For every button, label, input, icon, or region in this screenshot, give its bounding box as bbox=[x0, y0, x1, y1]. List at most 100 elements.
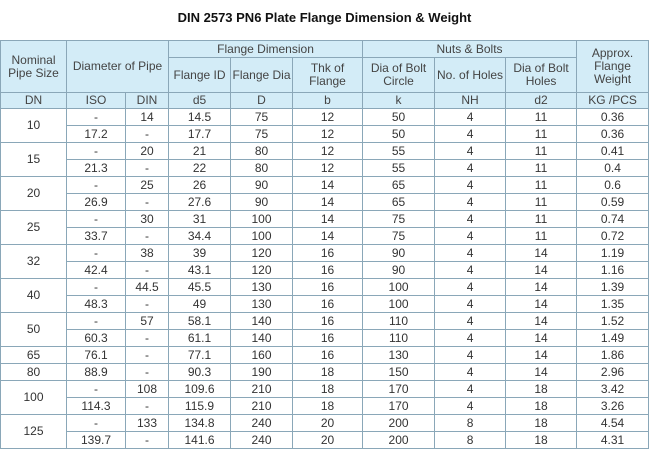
data-cell: 1.35 bbox=[576, 295, 649, 313]
data-cell: 14 bbox=[125, 108, 169, 126]
table-row: 80 88.9-90.3 190 18 150 4 14 2.96 bbox=[0, 363, 649, 381]
data-cell: 17.2 bbox=[66, 125, 126, 143]
data-cell: 21 bbox=[168, 142, 231, 160]
flange-table: Nominal Pipe Size Diameter of Pipe Flang… bbox=[0, 40, 649, 449]
data-cell: 76.1 bbox=[66, 346, 126, 364]
data-cell: 38 bbox=[125, 244, 169, 262]
unit-cell: d2 bbox=[505, 92, 578, 109]
header-cell: Diameter of Pipe bbox=[66, 40, 169, 93]
data-cell: 0.36 bbox=[576, 125, 649, 143]
table-row: 40-44.5 45.5 130 16 100 4 14 1.39 bbox=[0, 278, 649, 313]
data-cell: 100 bbox=[362, 278, 436, 296]
dn-cell: 50 bbox=[0, 312, 67, 347]
data-cell: - bbox=[66, 210, 126, 228]
data-cell: 190 bbox=[230, 363, 293, 381]
table-row: 60.3-61.1 140 16 110 4 14 1.49 bbox=[1, 329, 649, 347]
data-cell: 65 bbox=[362, 193, 436, 211]
data-cell: - bbox=[125, 363, 169, 381]
data-cell: 11 bbox=[505, 108, 578, 126]
data-cell: 49 bbox=[168, 295, 231, 313]
data-cell: 200 bbox=[362, 431, 436, 449]
data-cell: 12 bbox=[291, 159, 364, 177]
data-cell: 20 bbox=[291, 414, 364, 432]
data-cell: 60.3 bbox=[66, 329, 126, 347]
data-cell: 61.1 bbox=[168, 329, 231, 347]
data-cell: 4 bbox=[434, 159, 507, 177]
unit-cell: KG /PCS bbox=[576, 92, 649, 109]
data-cell: 11 bbox=[505, 210, 578, 228]
data-cell: 12 bbox=[291, 108, 364, 126]
data-cell: 114.3 bbox=[66, 397, 126, 415]
data-cell: 45.5 bbox=[168, 278, 231, 296]
data-cell: 43.1 bbox=[168, 261, 231, 279]
unit-cell: k bbox=[362, 92, 436, 109]
data-cell: 65 bbox=[362, 176, 436, 194]
data-cell: - bbox=[125, 227, 169, 245]
data-cell: 22 bbox=[168, 159, 231, 177]
data-cell: 16 bbox=[291, 278, 364, 296]
data-cell: 26 bbox=[168, 176, 231, 194]
data-cell: 44.5 bbox=[125, 278, 169, 296]
data-cell: - bbox=[125, 329, 169, 347]
data-cell: 80 bbox=[230, 159, 293, 177]
data-cell: 4 bbox=[434, 312, 507, 330]
data-cell: 34.4 bbox=[168, 227, 231, 245]
data-cell: - bbox=[125, 397, 169, 415]
data-cell: 75 bbox=[362, 210, 436, 228]
data-cell: 90 bbox=[230, 176, 293, 194]
data-cell: 139.7 bbox=[66, 431, 126, 449]
data-cell: 110 bbox=[362, 312, 436, 330]
header-cell: Flange ID bbox=[168, 57, 231, 93]
data-cell: 134.8 bbox=[168, 414, 231, 432]
data-cell: 3.26 bbox=[576, 397, 649, 415]
data-cell: - bbox=[125, 125, 169, 143]
data-cell: - bbox=[66, 380, 126, 398]
data-cell: 58.1 bbox=[168, 312, 231, 330]
data-cell: 21.3 bbox=[66, 159, 126, 177]
title: DIN 2573 PN6 Plate Flange Dimension & We… bbox=[177, 10, 472, 25]
data-cell: 140 bbox=[230, 329, 293, 347]
table-row: 114.3-115.9 210 18 170 4 18 3.26 bbox=[1, 397, 649, 415]
data-cell: 4 bbox=[434, 261, 507, 279]
data-cell: 14 bbox=[505, 278, 578, 296]
data-cell: 4 bbox=[434, 244, 507, 262]
table-row: 21.3-22 80 12 55 4 11 0.4 bbox=[1, 159, 649, 177]
data-cell: 14 bbox=[505, 244, 578, 262]
header-cell: Nominal Pipe Size bbox=[0, 40, 67, 93]
dn-cell: 65 bbox=[0, 346, 67, 364]
table-row: 32-38 39 120 16 90 4 14 1.19 bbox=[0, 244, 649, 279]
data-cell: 30 bbox=[125, 210, 169, 228]
data-cell: 240 bbox=[230, 431, 293, 449]
dn-cell: 10 bbox=[0, 108, 67, 143]
data-cell: 14 bbox=[505, 363, 578, 381]
data-cell: 1.16 bbox=[576, 261, 649, 279]
data-cell: - bbox=[125, 346, 169, 364]
data-cell: 4 bbox=[434, 193, 507, 211]
header-cell: Approx. Flange Weight bbox=[576, 40, 649, 93]
table-row: 26.9-27.6 90 14 65 4 11 0.59 bbox=[1, 193, 649, 211]
data-cell: 3.42 bbox=[576, 380, 649, 398]
data-cell: 14 bbox=[505, 261, 578, 279]
data-cell: 18 bbox=[505, 414, 578, 432]
header-cell: Dia of Bolt Circle bbox=[362, 57, 436, 93]
table-row: 17.2-17.7 75 12 50 4 11 0.36 bbox=[1, 125, 649, 143]
data-cell: 16 bbox=[291, 244, 364, 262]
table-row: 20-25 26 90 14 65 4 11 0.6 bbox=[0, 176, 649, 211]
data-cell: 14 bbox=[291, 227, 364, 245]
data-cell: 108 bbox=[125, 380, 169, 398]
data-cell: 4.54 bbox=[576, 414, 649, 432]
data-cell: 14 bbox=[291, 176, 364, 194]
data-cell: - bbox=[66, 278, 126, 296]
data-cell: 8 bbox=[434, 414, 507, 432]
table-row: 100-108 109.6 210 18 170 4 18 3.42 bbox=[0, 380, 649, 415]
data-cell: 16 bbox=[291, 329, 364, 347]
header-cell: Flange Dia bbox=[230, 57, 293, 93]
data-cell: 20 bbox=[125, 142, 169, 160]
header-cell: Flange Dimension bbox=[167, 40, 364, 58]
dn-cell: 20 bbox=[0, 176, 67, 211]
data-cell: 48.3 bbox=[66, 295, 126, 313]
data-cell: 4 bbox=[434, 397, 507, 415]
data-cell: 4 bbox=[434, 329, 507, 347]
unit-cell: D bbox=[230, 92, 293, 109]
data-cell: 4 bbox=[434, 363, 507, 381]
